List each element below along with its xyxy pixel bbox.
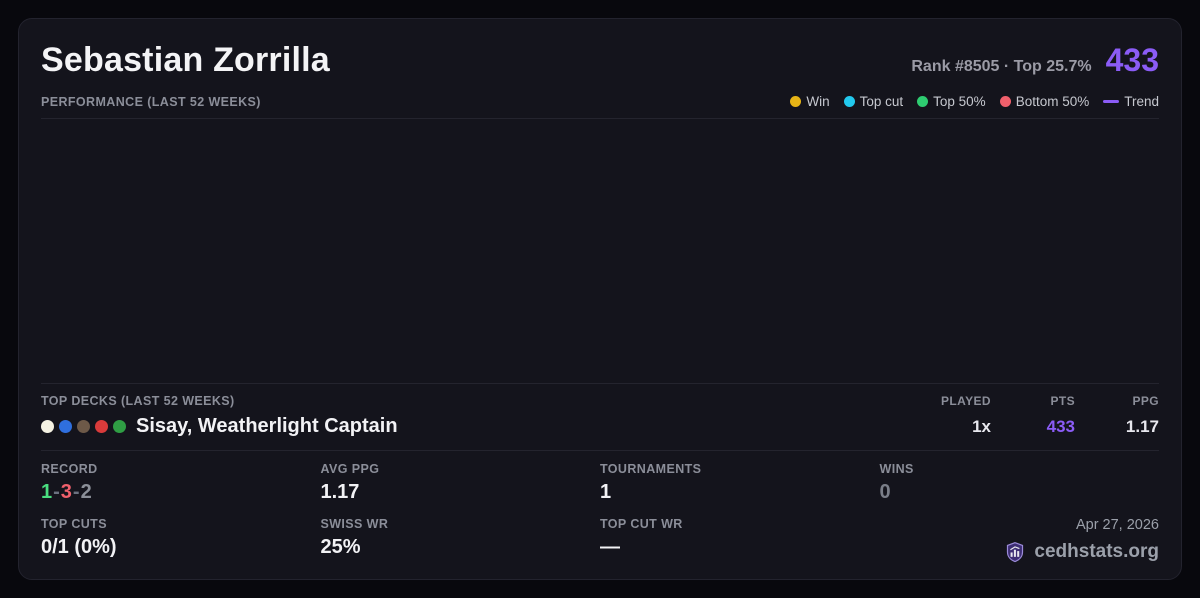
mana-color-icons [41,420,126,433]
chart-legend: Win Top cut Top 50% Bottom 50% Trend [790,94,1159,109]
site-name: cedhstats.org [1034,541,1159,562]
stat-swiss-wr: SWISS WR 25% [321,517,601,563]
legend-item-trend[interactable]: Trend [1103,94,1159,109]
rank-summary: Rank #8505 · Top 25.7% 433 [911,42,1159,79]
mana-red-icon [95,420,108,433]
stat-avg-ppg: AVG PPG 1.17 [321,462,601,504]
card-footer: Apr 27, 2026 cedhstats.org [880,517,1159,563]
legend-label: Bottom 50% [1015,94,1090,109]
stat-wins: WINS 0 [880,462,1160,504]
stat-label: TOURNAMENTS [600,462,702,476]
record-value: 1-3-2 [41,481,321,504]
deck-played-value: 1x [972,416,991,436]
stat-label: TOP CUTS [41,517,107,531]
top-cut-dot-icon [843,96,855,107]
stat-label: RECORD [41,462,98,476]
column-played: PLAYED [941,394,991,408]
legend-label: Trend [1124,94,1159,109]
stat-label: AVG PPG [320,462,380,476]
stat-tournaments: TOURNAMENTS 1 [600,462,880,504]
legend-item-top-50[interactable]: Top 50% [917,94,986,109]
wins-value: 0 [879,481,891,503]
stat-label: WINS [879,462,914,476]
legend-label: Top 50% [933,94,986,109]
top-cuts-value: 0/1 (0%) [41,536,117,558]
stat-record: RECORD 1-3-2 [41,462,321,504]
legend-label: Win [806,94,830,109]
deck-table-columns: PLAYED PTS PPG [907,394,1159,408]
legend-item-bottom-50[interactable]: Bottom 50% [999,94,1090,109]
record-sep: - [53,481,60,503]
deck-pts-value: 433 [1046,416,1075,436]
deck-values: 1x 433 1.17 [907,417,1159,437]
top-50-dot-icon [917,96,929,107]
mana-blue-icon [59,420,72,433]
column-ppg: PPG [1132,394,1159,408]
avg-ppg-value: 1.17 [320,481,360,503]
stat-top-cuts: TOP CUTS 0/1 (0%) [41,517,321,563]
table-row[interactable]: Sisay, Weatherlight Captain 1x 433 1.17 [41,415,1159,438]
legend-item-win[interactable]: Win [790,94,830,109]
player-stats-card: Sebastian Zorrilla Rank #8505 · Top 25.7… [18,18,1182,580]
mana-green-icon [113,420,126,433]
page-title: Sebastian Zorrilla [41,41,330,79]
mana-white-icon [41,420,54,433]
record-draws: 2 [80,481,92,503]
mana-black-icon [77,420,90,433]
record-sep: - [72,481,80,503]
swiss-wr-value: 25% [320,536,361,558]
stat-label: TOP CUT WR [600,517,683,531]
cedhstats-logo-icon [1007,542,1024,563]
performance-header: PERFORMANCE (LAST 52 WEEKS) Win Top cut … [41,94,1159,119]
stat-label: SWISS WR [320,517,389,531]
legend-label: Top cut [859,94,904,109]
performance-title: PERFORMANCE (LAST 52 WEEKS) [41,94,261,109]
top-cut-wr-value: — [600,536,620,558]
column-pts: PTS [1050,394,1075,408]
top-decks-header: TOP DECKS (LAST 52 WEEKS) PLAYED PTS PPG [41,383,1159,408]
record-losses: 3 [60,481,72,503]
tournaments-value: 1 [600,481,612,503]
performance-chart [41,119,1159,383]
stats-grid: RECORD 1-3-2 AVG PPG 1.17 TOURNAMENTS 1 … [41,450,1159,579]
record-wins: 1 [41,481,53,503]
site-link[interactable]: cedhstats.org [1004,541,1159,563]
deck-ppg-value: 1.17 [1125,416,1159,436]
trend-line-icon [1103,100,1120,103]
deck-identity: Sisay, Weatherlight Captain [41,415,398,438]
legend-item-top-cut[interactable]: Top cut [843,94,904,109]
stat-top-cut-wr: TOP CUT WR — [600,517,880,563]
rank-text: Rank #8505 · Top 25.7% [911,58,1092,75]
total-points: 433 [1105,42,1159,78]
footer-date: Apr 27, 2026 [1075,517,1159,533]
bottom-50-dot-icon [999,96,1011,107]
top-decks-title: TOP DECKS (LAST 52 WEEKS) [41,394,235,408]
deck-name: Sisay, Weatherlight Captain [136,415,398,437]
card-header: Sebastian Zorrilla Rank #8505 · Top 25.7… [41,41,1159,80]
win-dot-icon [790,96,802,107]
